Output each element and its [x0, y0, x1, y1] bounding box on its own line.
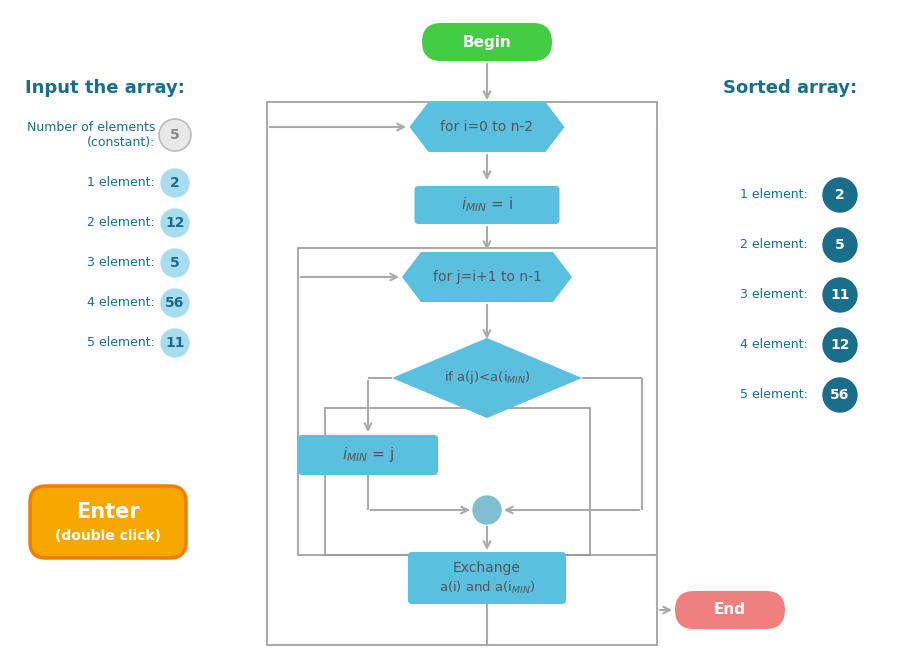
Text: 3 element:: 3 element:	[88, 256, 154, 270]
Text: 4 element:: 4 element:	[88, 297, 154, 309]
FancyBboxPatch shape	[30, 486, 186, 558]
Text: for j=i+1 to n-1: for j=i+1 to n-1	[432, 270, 541, 284]
Circle shape	[161, 209, 189, 237]
Text: if a(j)<a(i$_{MIN}$): if a(j)<a(i$_{MIN}$)	[443, 369, 530, 386]
Text: (double click): (double click)	[55, 529, 161, 543]
Circle shape	[822, 178, 856, 212]
Text: End: End	[713, 602, 745, 618]
Circle shape	[161, 329, 189, 357]
Bar	[298, 248, 656, 555]
Text: Sorted array:: Sorted array:	[722, 79, 856, 97]
Text: 56: 56	[165, 296, 184, 310]
Text: Number of elements
(constant):: Number of elements (constant):	[26, 121, 154, 149]
Circle shape	[161, 289, 189, 317]
Text: 5 element:: 5 element:	[740, 388, 807, 402]
Bar	[325, 408, 590, 555]
FancyBboxPatch shape	[414, 186, 559, 224]
Text: Begin: Begin	[462, 35, 511, 50]
Polygon shape	[392, 338, 582, 418]
Circle shape	[822, 328, 856, 362]
Text: a(i) and a(i$_{MIN}$): a(i) and a(i$_{MIN}$)	[438, 580, 535, 596]
Text: 5: 5	[834, 238, 844, 252]
Text: 5: 5	[170, 128, 180, 142]
FancyBboxPatch shape	[298, 435, 438, 475]
Text: 11: 11	[165, 336, 184, 350]
Circle shape	[822, 278, 856, 312]
Text: 11: 11	[829, 288, 849, 302]
FancyBboxPatch shape	[422, 23, 552, 61]
Circle shape	[472, 496, 500, 524]
Text: 5 element:: 5 element:	[87, 337, 154, 349]
FancyBboxPatch shape	[407, 552, 565, 604]
Text: 56: 56	[829, 388, 849, 402]
Text: 2: 2	[170, 176, 180, 190]
FancyBboxPatch shape	[675, 591, 784, 629]
Text: $i_{MIN}$ = i: $i_{MIN}$ = i	[461, 196, 513, 214]
Text: Exchange: Exchange	[452, 561, 520, 575]
Text: for i=0 to n-2: for i=0 to n-2	[440, 120, 533, 134]
Text: 5: 5	[170, 256, 180, 270]
Text: 1 element:: 1 element:	[88, 177, 154, 189]
Text: 2 element:: 2 element:	[740, 238, 807, 252]
Text: 2 element:: 2 element:	[88, 216, 154, 230]
Text: 12: 12	[829, 338, 849, 352]
Circle shape	[161, 169, 189, 197]
Text: 3 element:: 3 element:	[740, 288, 807, 301]
Text: Input the array:: Input the array:	[25, 79, 185, 97]
Circle shape	[159, 119, 191, 151]
Polygon shape	[409, 102, 563, 152]
Circle shape	[822, 378, 856, 412]
Circle shape	[822, 228, 856, 262]
Circle shape	[161, 249, 189, 277]
Text: 12: 12	[165, 216, 184, 230]
Polygon shape	[402, 252, 572, 302]
Bar	[266, 102, 656, 645]
Text: 4 element:: 4 element:	[740, 339, 807, 351]
Text: $i_{MIN}$ = j: $i_{MIN}$ = j	[341, 446, 394, 465]
Text: 1 element:: 1 element:	[740, 189, 807, 201]
Text: 2: 2	[834, 188, 844, 202]
Text: Enter: Enter	[76, 502, 140, 522]
